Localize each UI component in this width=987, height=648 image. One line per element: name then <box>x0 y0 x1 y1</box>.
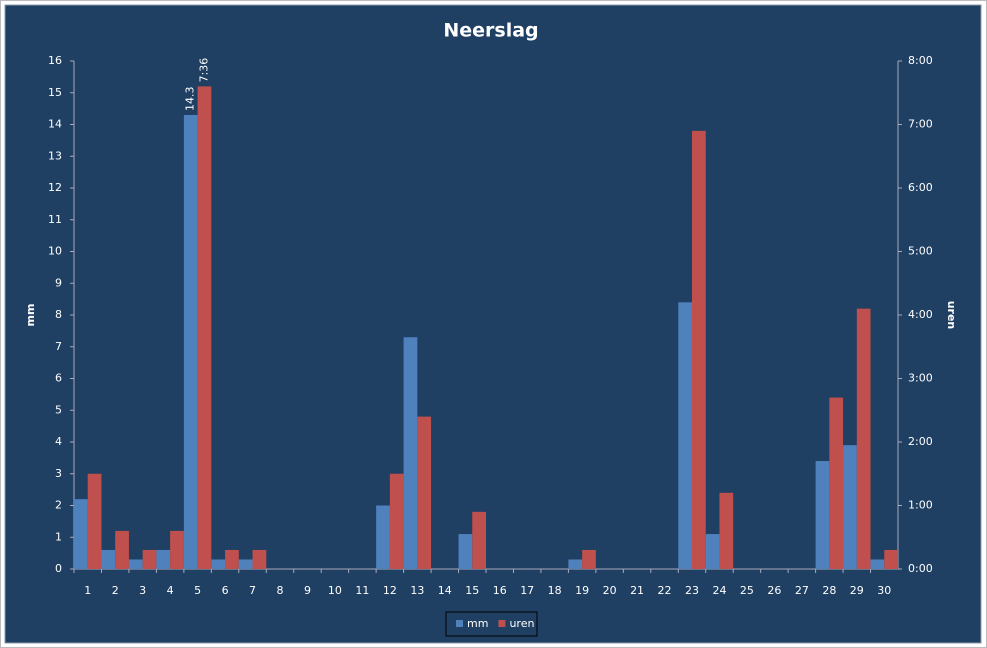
bar <box>417 416 432 569</box>
y-tick-label: 0 <box>55 562 62 575</box>
bar <box>692 130 706 569</box>
bar <box>884 549 898 569</box>
x-tick-label: 9 <box>304 584 311 597</box>
x-tick-label: 26 <box>767 584 781 597</box>
y2-tick-label: 5:00 <box>908 245 933 258</box>
x-tick-label: 13 <box>410 584 424 597</box>
bar <box>829 397 844 569</box>
bar <box>197 86 212 570</box>
bar <box>870 559 885 569</box>
legend-swatch <box>498 620 506 627</box>
y-tick-label: 8 <box>55 308 62 321</box>
y-tick-label: 13 <box>48 149 62 162</box>
y-tick-label: 9 <box>55 276 62 289</box>
bar <box>211 559 226 569</box>
y2-tick-label: 4:00 <box>908 308 933 321</box>
bar <box>170 530 184 569</box>
y-tick-label: 7 <box>55 340 62 353</box>
bar <box>678 302 692 569</box>
x-tick-label: 18 <box>548 584 562 597</box>
legend-swatch <box>456 620 463 627</box>
x-tick-label: 20 <box>603 584 617 597</box>
x-tick-label: 28 <box>822 584 836 597</box>
legend-label: uren <box>509 617 534 630</box>
x-tick-label: 8 <box>277 584 284 597</box>
bar <box>719 492 734 569</box>
x-tick-label: 27 <box>795 584 809 597</box>
y-tick-label: 10 <box>48 245 62 258</box>
x-tick-label: 2 <box>112 584 119 597</box>
bar <box>156 549 171 569</box>
x-tick-label: 5 <box>194 584 201 597</box>
bar <box>128 559 143 569</box>
x-tick-label: 12 <box>383 584 397 597</box>
y2-tick-label: 1:00 <box>908 499 933 512</box>
y-tick-label: 5 <box>55 403 62 416</box>
x-tick-label: 19 <box>575 584 589 597</box>
bar <box>87 473 102 569</box>
x-tick-label: 22 <box>658 584 672 597</box>
x-tick-label: 17 <box>520 584 534 597</box>
bar <box>389 473 404 569</box>
x-tick-label: 14 <box>438 584 452 597</box>
data-label: 14.3 <box>184 86 197 111</box>
y-tick-label: 1 <box>55 530 62 543</box>
x-tick-label: 16 <box>493 584 507 597</box>
y2-tick-label: 8:00 <box>908 54 933 67</box>
data-label: 7:36 <box>197 58 210 83</box>
bar <box>183 114 198 569</box>
bar <box>843 445 857 569</box>
bar <box>225 549 239 569</box>
x-tick-label: 15 <box>465 584 479 597</box>
y-tick-label: 6 <box>55 372 62 385</box>
bar <box>705 534 720 569</box>
y-tick-label: 4 <box>55 435 62 448</box>
y2-axis-title: uren <box>945 301 958 330</box>
bar <box>403 337 418 569</box>
y-tick-label: 11 <box>48 213 62 226</box>
y-tick-label: 12 <box>48 181 62 194</box>
y-tick-label: 15 <box>48 86 62 99</box>
bar <box>252 549 267 569</box>
bar <box>376 505 390 569</box>
x-tick-label: 30 <box>877 584 891 597</box>
y-tick-label: 16 <box>48 54 62 67</box>
x-tick-label: 11 <box>355 584 369 597</box>
x-tick-label: 3 <box>139 584 146 597</box>
x-tick-label: 23 <box>685 584 699 597</box>
y-tick-label: 2 <box>55 499 62 512</box>
bar <box>568 559 583 569</box>
bar <box>815 461 830 569</box>
x-tick-label: 10 <box>328 584 342 597</box>
x-tick-label: 25 <box>740 584 754 597</box>
bar <box>458 534 473 569</box>
x-tick-label: 1 <box>84 584 91 597</box>
bar <box>142 549 157 569</box>
y2-tick-label: 6:00 <box>908 181 933 194</box>
chart-title: Neerslag <box>443 20 538 42</box>
bar <box>238 559 253 569</box>
x-tick-label: 6 <box>222 584 229 597</box>
y-axis-title: mm <box>24 304 37 327</box>
legend-label: mm <box>467 617 488 630</box>
y2-tick-label: 2:00 <box>908 435 933 448</box>
x-tick-label: 21 <box>630 584 644 597</box>
x-tick-label: 24 <box>712 584 726 597</box>
y2-tick-label: 0:00 <box>908 562 933 575</box>
bar <box>115 530 129 569</box>
y2-tick-label: 7:00 <box>908 118 933 131</box>
x-tick-label: 7 <box>249 584 256 597</box>
bar <box>74 499 88 569</box>
bar <box>856 308 871 569</box>
x-tick-label: 4 <box>167 584 174 597</box>
bar <box>582 549 596 569</box>
bar <box>472 511 486 569</box>
y-tick-label: 3 <box>55 467 62 480</box>
bar <box>101 549 116 569</box>
y2-tick-label: 3:00 <box>908 372 933 385</box>
y-tick-label: 14 <box>48 118 62 131</box>
x-tick-label: 29 <box>850 584 864 597</box>
